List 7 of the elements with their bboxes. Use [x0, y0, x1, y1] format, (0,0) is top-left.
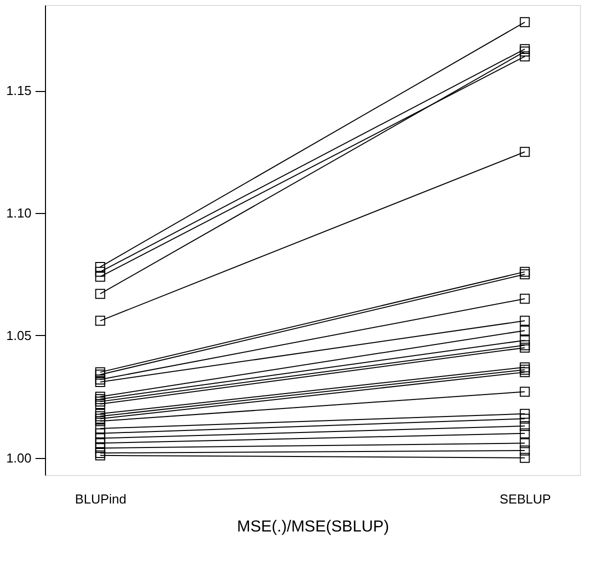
y-tick-label: 1.00 — [6, 450, 32, 466]
y-tick-label: 1.05 — [6, 328, 32, 343]
x-axis-title: MSE(.)/MSE(SBLUP) — [236, 518, 390, 536]
y-tick-label: 1.15 — [6, 83, 32, 98]
y-tick-label: 1.10 — [6, 206, 32, 221]
x-tick-label: BLUPind — [75, 492, 126, 506]
x-tick-label: SEBLUP — [500, 492, 551, 506]
